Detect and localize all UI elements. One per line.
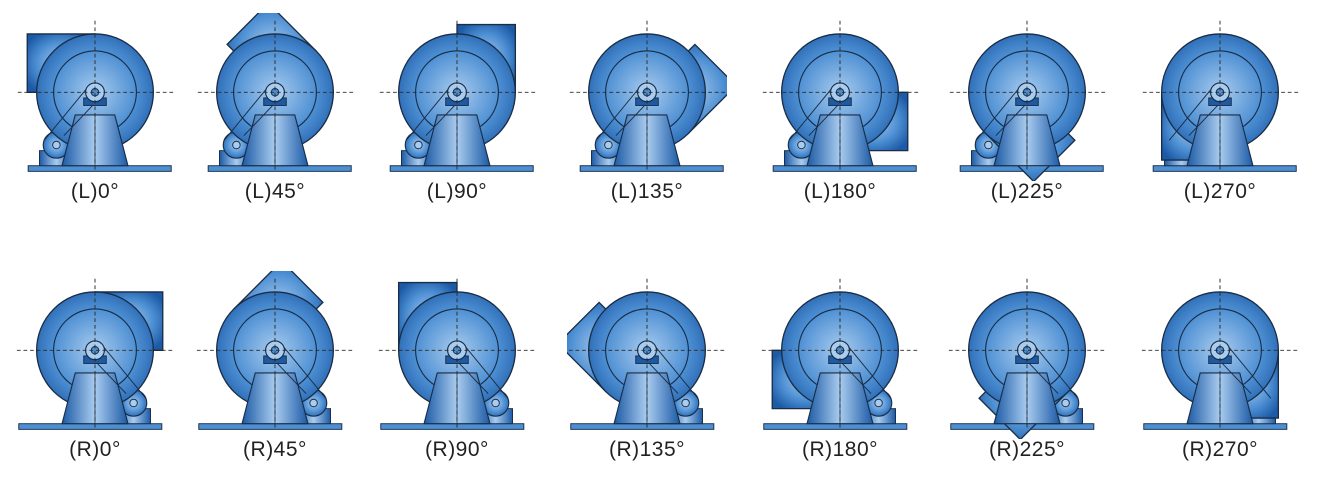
- fan-position-label: (L)0°: [70, 180, 120, 203]
- centrifugal-fan-icon: [378, 278, 536, 430]
- fan-position-label: (R)45°: [243, 438, 307, 461]
- fan-position-r-45: (R)45°: [190, 266, 360, 496]
- centrifugal-fan-icon: [16, 20, 174, 172]
- fan-position-r-225: (R)225°: [942, 266, 1112, 496]
- centrifugal-fan-icon: [1141, 278, 1299, 430]
- fan-position-l-45: (L)45°: [190, 8, 360, 238]
- fan-position-label: (R)90°: [425, 438, 489, 461]
- centrifugal-fan-icon: [761, 278, 919, 430]
- fan-position-label: (L)90°: [426, 180, 488, 203]
- centrifugal-fan-icon: [567, 278, 726, 430]
- fan-position-r-180: (R)180°: [755, 266, 925, 496]
- fan-position-label: (L)135°: [610, 180, 684, 203]
- fan-orientation-diagram: (L)0° (L)45° (L)90° (L)135° (L)180° (L)225° (L…: [10, 8, 1305, 461]
- fan-position-label: (L)180°: [803, 180, 877, 203]
- fan-position-l-225: (L)225°: [942, 8, 1112, 238]
- centrifugal-fan-icon: [568, 20, 727, 172]
- centrifugal-fan-icon: [196, 271, 354, 430]
- fan-position-r-90: (R)90°: [372, 266, 542, 496]
- centrifugal-fan-icon: [378, 20, 536, 172]
- centrifugal-fan-icon: [196, 13, 354, 172]
- fan-position-r-135: (R)135°: [562, 266, 732, 496]
- fan-position-label: (L)270°: [1183, 180, 1257, 203]
- fan-position-r-0: (R)0°: [10, 266, 180, 496]
- fan-position-label: (R)225°: [988, 438, 1066, 461]
- centrifugal-fan-icon: [16, 278, 174, 430]
- centrifugal-fan-icon: [948, 20, 1106, 181]
- fan-position-label: (L)225°: [990, 180, 1064, 203]
- fan-position-l-135: (L)135°: [562, 8, 732, 238]
- fan-position-label: (R)135°: [608, 438, 686, 461]
- fan-position-l-180: (L)180°: [755, 8, 925, 238]
- centrifugal-fan-icon: [948, 278, 1106, 439]
- fan-position-label: (R)0°: [69, 438, 121, 461]
- centrifugal-fan-icon: [761, 20, 919, 172]
- fan-position-label: (R)270°: [1181, 438, 1259, 461]
- fan-position-label: (L)45°: [244, 180, 306, 203]
- fan-position-r-270: (R)270°: [1135, 266, 1305, 496]
- fan-position-l-0: (L)0°: [10, 8, 180, 238]
- fan-position-l-90: (L)90°: [372, 8, 542, 238]
- fan-position-l-270: (L)270°: [1135, 8, 1305, 238]
- centrifugal-fan-icon: [1141, 20, 1299, 172]
- fan-position-label: (R)180°: [801, 438, 879, 461]
